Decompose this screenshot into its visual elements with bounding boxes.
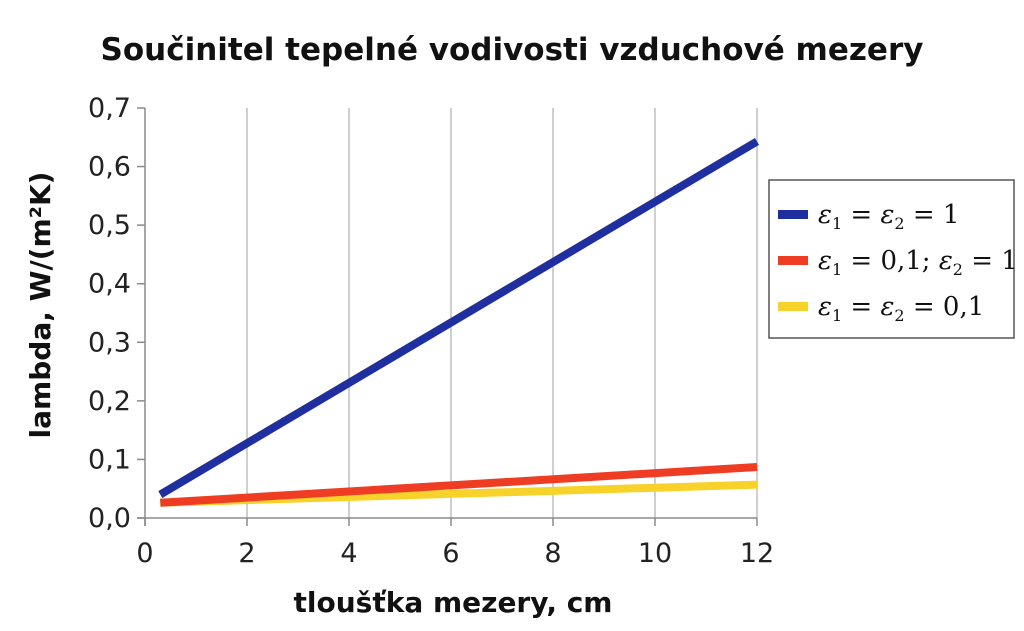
x-tick-label: 10 xyxy=(638,538,672,569)
y-axis-label: lambda, W/(m²K) xyxy=(24,172,57,439)
x-tick-label: 6 xyxy=(442,538,459,569)
x-tick-label: 8 xyxy=(544,538,561,569)
y-tick-label: 0,4 xyxy=(88,269,131,300)
legend-entry: ε1 = 0,1; ε2 = 1 xyxy=(818,246,1018,279)
x-tick-label: 0 xyxy=(136,538,153,569)
y-tick-label: 0,1 xyxy=(88,444,131,475)
x-tick-label: 4 xyxy=(340,538,357,569)
y-tick-label: 0,7 xyxy=(88,93,131,124)
legend-box xyxy=(768,179,1015,339)
y-tick-label: 0,2 xyxy=(88,386,131,417)
x-tick-labels: 0 2 4 6 8 10 12 xyxy=(136,538,774,569)
legend-swatch xyxy=(778,302,808,311)
x-axis-label: tloušťka mezery, cm xyxy=(294,586,613,619)
legend-entry: ε1 = ε2 = 1 xyxy=(818,200,959,233)
series-lines xyxy=(158,137,760,507)
vertical-gridlines xyxy=(246,108,758,518)
y-tick-label: 0,5 xyxy=(88,210,131,241)
series-line xyxy=(160,463,758,507)
y-tick-label: 0,6 xyxy=(88,152,131,183)
y-tick-labels: 0,0 0,1 0,2 0,3 0,4 0,5 0,6 0,7 xyxy=(88,93,131,534)
legend: ε1 = ε2 = 1 ε1 = 0,1; ε2 = 1 ε1 = ε2 = 0,1 xyxy=(768,179,1018,339)
legend-swatch xyxy=(778,256,808,265)
legend-swatch xyxy=(778,210,808,219)
x-tick-label: 12 xyxy=(740,538,774,569)
axes xyxy=(137,107,758,526)
chart-title: Součinitel tepelné vodivosti vzduchové m… xyxy=(101,32,924,68)
y-tick-label: 0,0 xyxy=(88,503,131,534)
x-tick-label: 2 xyxy=(238,538,255,569)
y-tick-label: 0,3 xyxy=(88,327,131,358)
legend-entry: ε1 = ε2 = 0,1 xyxy=(818,292,984,325)
series-line xyxy=(158,137,760,499)
